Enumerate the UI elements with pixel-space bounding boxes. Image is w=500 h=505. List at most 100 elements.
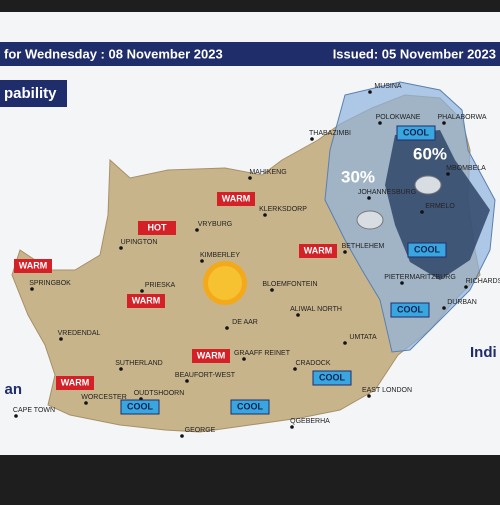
- city-dot: [195, 228, 199, 232]
- city-dot: [367, 196, 371, 200]
- probability-label: 60%: [413, 144, 447, 163]
- city-dot: [242, 357, 246, 361]
- city-dot: [296, 313, 300, 317]
- city-label: DURBAN: [447, 299, 477, 306]
- city-dot: [180, 434, 184, 438]
- city-dot: [185, 379, 189, 383]
- city-label: PRIESKA: [145, 282, 176, 289]
- badge-label: WARM: [19, 260, 48, 270]
- city-label: MBOMBELA: [446, 165, 486, 172]
- header-bar: [0, 42, 500, 66]
- city-label: SUTHERLAND: [115, 360, 162, 367]
- city-label: THABAZIMBI: [309, 130, 351, 137]
- city-label: CRADOCK: [295, 360, 330, 367]
- badge-box: [217, 192, 255, 206]
- probability-label: 30%: [341, 167, 375, 186]
- badge-label: COOL: [319, 372, 346, 382]
- city-dot: [140, 289, 144, 293]
- badge-box: [396, 125, 436, 141]
- badge-box: [230, 399, 270, 415]
- badge-box: [120, 399, 160, 415]
- badge-label: COOL: [414, 244, 441, 254]
- badge-box: [192, 349, 230, 363]
- bottom-frame: [0, 455, 500, 500]
- city-dot: [446, 172, 450, 176]
- city-label: ERMELO: [425, 203, 455, 210]
- sun-core: [208, 266, 242, 300]
- city-label: UPINGTON: [121, 239, 158, 246]
- city-label: BLOEMFONTEIN: [262, 281, 317, 288]
- city-dot: [378, 121, 382, 125]
- city-label: KIMBERLEY: [200, 252, 240, 259]
- badge-box: [56, 376, 94, 390]
- city-label: JOHANNESBURG: [358, 189, 416, 196]
- city-dot: [343, 341, 347, 345]
- city-label: OUDTSHOORN: [134, 390, 185, 397]
- city-label: DE AAR: [232, 319, 258, 326]
- ocean-label: Indi: [470, 344, 497, 361]
- city-dot: [84, 401, 88, 405]
- city-label: GEORGE: [185, 427, 216, 434]
- city-dot: [420, 210, 424, 214]
- badge-box: [407, 242, 447, 258]
- header-issued: Issued: 05 November 2023: [333, 46, 496, 61]
- city-dot: [464, 285, 468, 289]
- city-label: MUSINA: [374, 83, 402, 90]
- badge-label: COOL: [403, 127, 430, 137]
- city-dot: [442, 121, 446, 125]
- city-label: EAST LONDON: [362, 387, 412, 394]
- city-label: BEAUFORT-WEST: [175, 372, 236, 379]
- city-label: MAHIKENG: [249, 169, 286, 176]
- badge-box: [390, 302, 430, 318]
- city-dot: [14, 414, 18, 418]
- city-label: PHALABORWA: [437, 114, 486, 121]
- badge-box: [312, 370, 352, 386]
- city-label: WORCESTER: [81, 394, 127, 401]
- city-label: QGEBERHA: [290, 418, 330, 425]
- city-label: SPRINGBOK: [29, 280, 71, 287]
- city-dot: [368, 90, 372, 94]
- city-label: GRAAFF REINET: [234, 350, 291, 357]
- city-dot: [442, 306, 446, 310]
- city-dot: [119, 246, 123, 250]
- city-label: UMTATA: [349, 334, 377, 341]
- header-title: for Wednesday : 08 November 2023: [4, 46, 223, 61]
- storm-cloud: [356, 210, 384, 230]
- city-label: ALIWAL NORTH: [290, 306, 342, 313]
- badge-label: WARM: [61, 377, 90, 387]
- badge-box: [14, 259, 52, 273]
- city-label: POLOKWANE: [376, 114, 421, 121]
- city-dot: [119, 367, 123, 371]
- city-label: CAPE TOWN: [13, 407, 55, 414]
- city-label: VRYBURG: [198, 221, 233, 228]
- badge-label: WARM: [197, 350, 226, 360]
- city-dot: [270, 288, 274, 292]
- city-label: RICHARDS: [466, 278, 500, 285]
- city-dot: [310, 137, 314, 141]
- city-label: KLERKSDORP: [259, 206, 307, 213]
- panel-label-box: [0, 80, 67, 107]
- city-dot: [367, 394, 371, 398]
- city-dot: [200, 259, 204, 263]
- panel-label: pability: [4, 85, 57, 102]
- badge-label: HOT: [148, 222, 168, 232]
- badge-label: COOL: [127, 401, 154, 411]
- city-label: BETHLEHEM: [342, 243, 385, 250]
- city-label: VREDENDAL: [58, 330, 101, 337]
- badge-label: WARM: [304, 245, 333, 255]
- badge-label: COOL: [397, 304, 424, 314]
- city-dot: [30, 287, 34, 291]
- city-label: PIETERMARITZBURG: [384, 274, 456, 281]
- city-dot: [293, 367, 297, 371]
- storm-cloud: [414, 175, 442, 195]
- city-dot: [248, 176, 252, 180]
- city-dot: [225, 326, 229, 330]
- city-dot: [290, 425, 294, 429]
- badge-box: [127, 294, 165, 308]
- badge-label: WARM: [132, 295, 161, 305]
- badge-box: [138, 221, 176, 235]
- city-dot: [59, 337, 63, 341]
- city-dot: [263, 213, 267, 217]
